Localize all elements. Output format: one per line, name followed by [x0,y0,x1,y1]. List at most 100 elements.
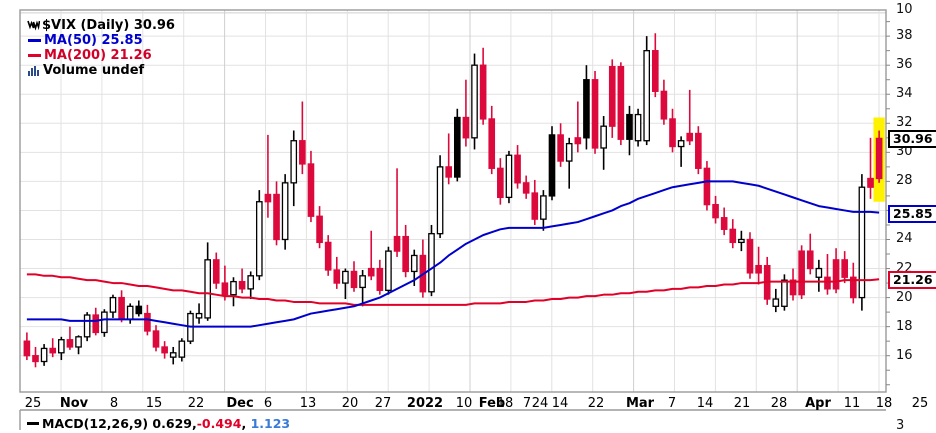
candle-body [178,340,186,358]
candle-body [204,259,211,319]
legend-volume-label: Volume undef [43,62,145,78]
candle-body [798,250,805,296]
y-axis-label: 20 [896,289,913,305]
candle-body [23,340,31,357]
candle-body [772,298,780,307]
x-axis-label: 27 [374,396,392,411]
candle-body [169,352,177,358]
candle-body [453,116,461,178]
macd-hist-value: 1.123 [250,416,291,431]
candle-body [273,193,280,241]
y-axis-label: 28 [896,173,913,189]
candle-body [49,347,57,354]
candle-body [643,50,651,142]
macd-color-swatch-icon [27,422,39,425]
price-badge-ma200: 21.26 [888,271,936,290]
candle-body [445,166,453,178]
ma200-color-swatch-icon [28,54,41,57]
legend-ma200-label: MA(200) 21.26 [44,47,152,63]
x-axis-label: 2022 [406,396,444,411]
ma50-line [26,180,880,328]
candle-body [376,267,384,291]
candle-body [264,193,272,203]
y-axis-label: 36 [896,57,913,73]
y-axis-label: 34 [896,86,913,102]
candle-body [867,177,874,188]
candle-body [255,201,263,277]
x-axis-label: 14 [551,396,569,411]
y-axis-label: 32 [896,115,913,131]
candle-body [746,238,754,274]
candle-body [32,355,39,363]
candle-body [247,275,255,290]
candle-body [126,305,134,321]
y-axis-label: 16 [896,347,913,363]
x-axis-label: 15 [145,396,163,411]
x-axis-label: 7 [522,396,532,411]
candle-body [359,275,366,289]
macd-signal-value: -0.494 [196,416,242,431]
candle-body [669,118,676,148]
symbol-header-text: $VIX (Daily) 30.96 [42,17,175,33]
x-axis-label: 8 [109,396,119,411]
candle-body [531,192,539,220]
macd-sep: , [241,416,251,431]
x-axis-label: 22 [587,396,605,411]
candle-body [471,64,478,139]
candle-body [479,64,487,120]
candle-body [221,282,229,296]
candle-body [738,238,745,244]
candle-body [514,154,521,184]
candle-body [841,259,848,278]
legend-row-volume: Volume undef [27,63,175,78]
candle-body [144,312,151,332]
candle-body [316,215,323,244]
macd-axis-label: 3 [896,418,905,433]
y-axis-label: 18 [896,318,913,334]
candle-body [152,330,160,348]
candle-body [824,276,831,290]
candle-body [299,140,306,165]
candle-body [402,235,409,273]
candle-body [462,116,470,139]
candle-body [729,228,737,244]
candle-body [83,314,91,338]
candle-body [686,132,694,142]
y-axis-label: 24 [896,231,913,247]
price-badge-price: 30.96 [888,130,936,149]
candle-body [781,279,788,307]
candle-body [789,279,797,296]
candle-body [410,254,418,273]
candle-body [238,280,246,290]
candle-body [557,134,564,162]
candle-body [436,166,444,235]
candle-body [608,65,616,127]
candle-body [875,137,883,180]
x-axis-label: Mar [625,396,655,411]
candle-body [307,163,315,217]
candle-body [565,142,573,162]
candle-body [522,182,530,194]
candle-body [488,118,496,169]
chart-legend: $VIX (Daily) 30.96 MA(50) 25.85 MA(200) … [27,18,175,78]
candle-body [806,250,814,270]
y-axis-top-panel-label: 10 [896,2,913,17]
candle-body [195,312,203,319]
candle-body [755,264,762,274]
x-axis-label: 6 [263,396,273,411]
candlestick-series [23,33,883,368]
candle-body [695,132,702,169]
candle-body [600,125,607,149]
x-axis-label: Dec [226,396,254,411]
candle-body [367,267,375,277]
ma200-line [26,273,880,306]
price-badge-ma50: 25.85 [888,204,936,223]
x-axis-label: 25 [911,396,929,411]
x-axis-label: 25 [24,396,42,411]
candle-body [350,270,358,289]
candle-body [101,311,108,334]
candle-body [660,90,668,120]
candle-body [634,113,642,142]
